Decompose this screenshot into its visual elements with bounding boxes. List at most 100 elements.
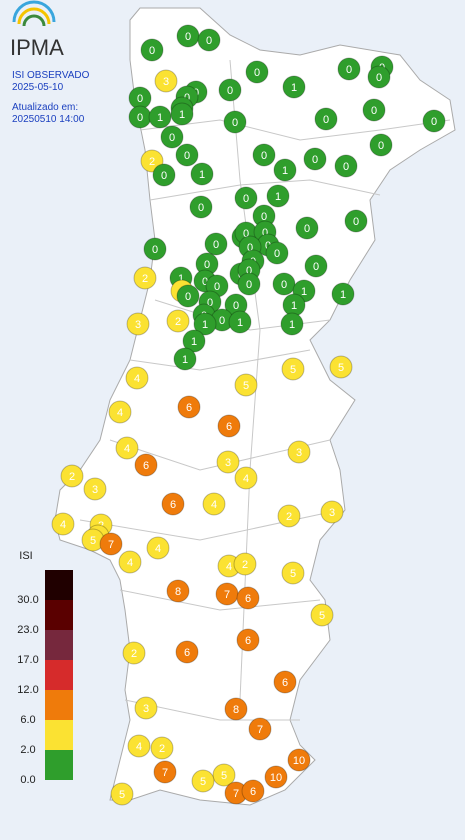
station-value: 0 xyxy=(243,228,249,240)
station-value: 1 xyxy=(202,319,208,331)
date: 2025-05-10 xyxy=(12,82,64,93)
station-value: 7 xyxy=(257,724,263,736)
station-marker xyxy=(252,143,276,167)
station-value: 0 xyxy=(262,227,268,239)
station: 4 xyxy=(202,492,226,516)
station: 0 xyxy=(128,105,152,129)
station-value: 6 xyxy=(245,593,251,605)
station: 7 xyxy=(224,781,248,805)
station-value: 0 xyxy=(304,223,310,235)
station-marker xyxy=(133,266,157,290)
station-marker xyxy=(190,162,214,186)
station: 3 xyxy=(216,450,240,474)
station: 0 xyxy=(140,38,164,62)
station: 0 xyxy=(176,24,200,48)
station-marker xyxy=(422,109,446,133)
station: 3 xyxy=(134,696,158,720)
station-marker xyxy=(197,28,221,52)
station: 4 xyxy=(125,366,149,390)
station: 5 xyxy=(234,373,258,397)
station-value: 5 xyxy=(290,364,296,376)
station-value: 0 xyxy=(169,132,175,144)
station-value: 1 xyxy=(282,165,288,177)
station: 2 xyxy=(233,552,257,576)
station-value: 4 xyxy=(127,557,133,569)
station-value: 5 xyxy=(200,776,206,788)
station-value: 0 xyxy=(214,281,220,293)
station-value: 10 xyxy=(293,755,305,767)
legend-label: 12.0 xyxy=(17,684,38,696)
station-value: 3 xyxy=(135,319,141,331)
station-value: 0 xyxy=(184,150,190,162)
station: 1 xyxy=(170,102,194,126)
station-marker xyxy=(160,125,184,149)
station: 4 xyxy=(51,512,75,536)
station: 1 xyxy=(273,158,297,182)
station-value: 0 xyxy=(233,300,239,312)
station: 4 xyxy=(118,550,142,574)
station: 6 xyxy=(134,453,158,477)
station: 6 xyxy=(236,628,260,652)
station-marker xyxy=(193,312,217,336)
station-marker xyxy=(282,75,306,99)
station-value: 5 xyxy=(319,610,325,622)
station-marker xyxy=(280,312,304,336)
station-marker xyxy=(266,184,290,208)
station: 2 xyxy=(166,309,190,333)
station-value: 1 xyxy=(340,289,346,301)
station-marker xyxy=(134,453,158,477)
station-value: 7 xyxy=(162,767,168,779)
station-marker xyxy=(152,163,176,187)
station: 1 xyxy=(173,347,197,371)
station-value: 0 xyxy=(185,291,191,303)
station: 6 xyxy=(236,586,260,610)
station-value: 1 xyxy=(199,169,205,181)
logo-text: IPMA xyxy=(10,35,64,60)
station-value: 0 xyxy=(202,276,208,288)
station-marker xyxy=(295,216,319,240)
station-value: 1 xyxy=(237,317,243,329)
station: 5 xyxy=(110,782,134,806)
station-marker xyxy=(362,98,386,122)
legend-label: 0.0 xyxy=(20,774,35,786)
station-marker xyxy=(217,414,241,438)
station-value: 0 xyxy=(274,248,280,260)
station: 4 xyxy=(146,536,170,560)
station: 1 xyxy=(228,310,252,334)
station-marker xyxy=(83,477,107,501)
station: 1 xyxy=(193,312,217,336)
station-value: 5 xyxy=(90,535,96,547)
station-marker xyxy=(202,492,226,516)
station: 10 xyxy=(287,748,311,772)
station-marker xyxy=(148,105,172,129)
station: 7 xyxy=(99,532,123,556)
station: 0 xyxy=(252,143,276,167)
legend-label: 17.0 xyxy=(17,654,38,666)
station-value: 2 xyxy=(149,156,155,168)
station: 0 xyxy=(176,284,200,308)
station-marker xyxy=(161,492,185,516)
station: 2 xyxy=(122,641,146,665)
station-value: 3 xyxy=(163,76,169,88)
station-value: 0 xyxy=(219,315,225,327)
station: 0 xyxy=(152,163,176,187)
station-marker xyxy=(334,154,358,178)
legend-swatch xyxy=(45,660,73,690)
station-marker xyxy=(304,254,328,278)
station: 0 xyxy=(223,110,247,134)
station-value: 0 xyxy=(152,244,158,256)
station: 1 xyxy=(266,184,290,208)
station-value: 3 xyxy=(92,484,98,496)
station: 2 xyxy=(150,736,174,760)
station-marker xyxy=(272,272,296,296)
station: 2 xyxy=(133,266,157,290)
station-value: 0 xyxy=(232,117,238,129)
station: 0 xyxy=(245,60,269,84)
station-value: 4 xyxy=(211,499,217,511)
station-value: 5 xyxy=(119,789,125,801)
station: 0 xyxy=(369,133,393,157)
station-value: 4 xyxy=(226,561,232,573)
station-marker xyxy=(99,532,123,556)
station-value: 0 xyxy=(323,114,329,126)
